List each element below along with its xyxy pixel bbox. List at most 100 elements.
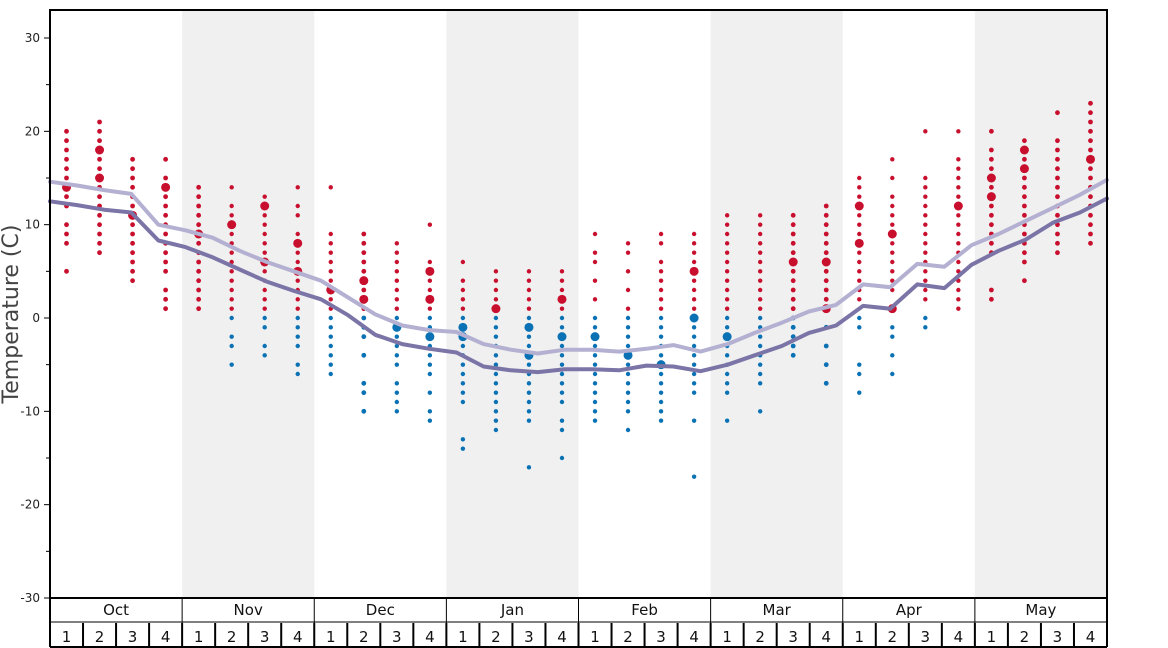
temp-dot-large [359,276,369,286]
temp-dot [394,287,400,293]
temp-dot [163,259,169,265]
week-label: 1 [326,628,336,646]
temp-dot [493,418,499,423]
temp-dot [857,185,862,190]
temp-dot [163,212,169,218]
temp-dot [988,287,994,293]
temp-dot [295,278,300,283]
temp-dot [625,427,631,433]
temp-dot [857,362,862,367]
temp-dot [857,371,862,377]
temp-dot [361,268,367,274]
temp-dot [923,222,928,227]
temp-dot [857,250,862,255]
month-label: Mar [763,601,792,619]
temp-dot [757,409,763,414]
y-tick-label: 10 [25,218,40,232]
temp-dot-large [260,201,270,211]
week-label: 4 [425,628,435,646]
temp-dot [923,175,928,181]
temp-dot [196,259,202,265]
temp-dot [790,278,796,284]
temp-dot [857,175,862,181]
temp-dot [328,259,333,265]
temp-dot [592,399,598,405]
temp-dot [559,278,565,283]
temp-dot [394,259,400,265]
temp-dot [923,203,928,209]
temp-dot [691,418,697,423]
temp-dot-large [689,266,699,276]
temp-dot [691,325,697,330]
week-label: 2 [623,628,633,646]
temp-dot-large [425,332,435,342]
temp-dot [262,325,267,330]
temp-dot [262,241,267,246]
temp-dot [328,231,333,237]
temp-dot [493,427,499,433]
temp-dot [460,297,466,302]
temp-dot [328,353,333,358]
temp-dot-large [854,238,864,248]
temp-dot [691,390,697,395]
temp-dot [658,306,664,311]
temp-dot [328,325,333,330]
week-label: 3 [921,628,931,646]
temp-dot [790,250,796,256]
temp-dot [592,371,598,377]
temp-dot [691,474,697,479]
temp-dot [757,287,763,293]
month-label: Nov [234,601,263,619]
temp-dot [460,306,466,311]
temp-dot [724,241,730,246]
temp-dot [890,241,895,246]
temp-dot [956,175,961,181]
temp-dot [64,138,69,144]
temp-dot [97,166,102,172]
temp-dot [857,213,862,218]
temp-dot [625,343,631,349]
temp-dot [559,269,565,274]
temp-dot [790,296,796,302]
temp-dot [262,306,267,311]
temp-dot [460,343,466,349]
temp-dot [823,268,829,274]
temp-dot [625,362,631,367]
temp-dot [361,390,367,396]
temp-dot [427,362,433,367]
temp-dot [526,334,532,339]
temp-dot [658,231,664,237]
temp-dot [1055,194,1060,200]
temp-dot [625,269,631,274]
temp-dot [559,418,565,423]
temp-dot [1055,212,1060,218]
temp-dot [1022,259,1027,265]
temp-dot [229,259,234,265]
temp-dot [857,315,862,321]
week-label: 1 [590,628,600,646]
temp-dot [295,325,300,330]
temp-dot [658,278,664,283]
temp-dot [823,380,829,386]
temp-dot [559,399,565,405]
temp-dot-large [95,173,105,183]
temp-dot [196,287,202,293]
temp-dot [823,222,829,228]
temp-dot [64,147,69,153]
temp-dot [790,240,796,246]
week-label: 2 [1020,628,1030,646]
temp-dot [757,306,763,311]
temp-dot [724,278,730,283]
temp-dot [625,409,631,414]
temp-dot [724,297,730,302]
temp-dot [493,399,499,405]
temp-dot [196,194,202,200]
temp-dot-large [887,229,897,239]
temp-dot [460,399,466,405]
temp-dot [857,231,862,237]
temp-dot [757,334,763,339]
temp-dot [890,353,895,358]
temp-dot [757,213,763,218]
temp-dot [229,306,234,311]
week-label: 1 [62,628,72,646]
